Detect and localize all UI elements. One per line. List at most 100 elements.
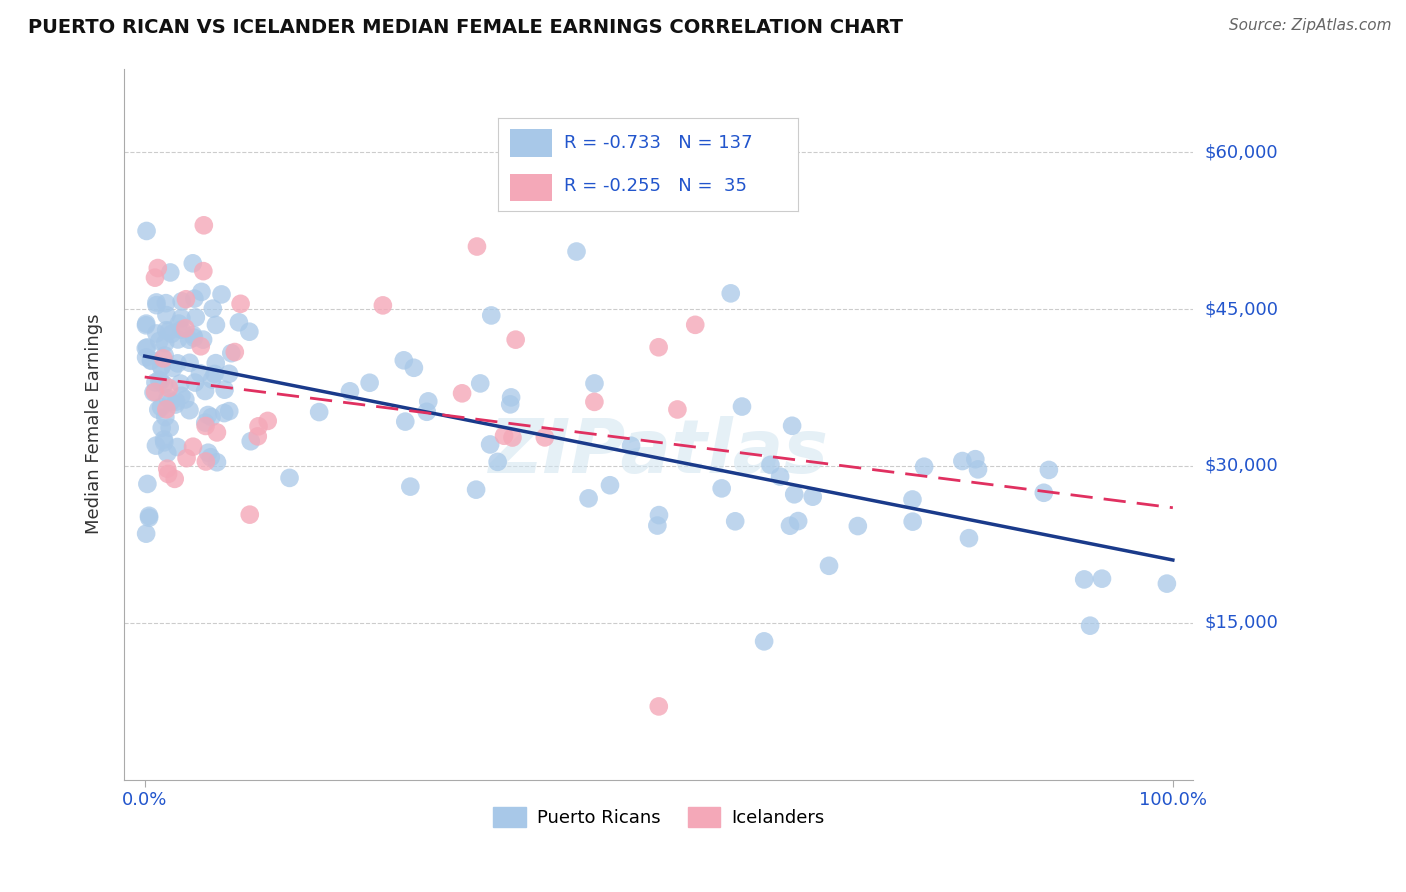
Point [759,458,782,472]
Point [965,452,987,467]
Point [197,446,219,460]
Point [218,367,240,381]
Point [416,405,439,419]
Point [135,224,157,238]
Point [139,353,162,368]
Text: ZIPatlas: ZIPatlas [489,416,828,489]
Point [135,526,157,541]
Point [148,334,170,348]
Point [148,373,170,387]
Point [135,317,157,331]
Point [205,318,228,332]
Text: Source: ZipAtlas.com: Source: ZipAtlas.com [1229,18,1392,33]
Point [769,469,792,483]
Point [418,394,440,409]
Point [150,400,173,414]
Point [155,296,177,310]
Point [159,265,181,279]
Point [204,367,226,381]
Point [170,294,193,309]
Point [150,359,173,374]
Point [153,433,176,447]
Point [247,419,270,434]
Point [148,402,170,417]
Point [136,477,159,491]
Point [648,508,671,522]
Point [846,519,869,533]
Point [170,311,193,326]
Point [159,421,181,435]
Point [200,410,222,425]
Point [153,435,176,450]
Point [1156,576,1178,591]
Point [193,219,215,233]
Point [142,385,165,400]
Point [647,518,669,533]
Point [157,324,180,338]
Point [308,405,330,419]
Point [150,421,173,435]
Point [451,386,474,401]
Point [211,287,233,301]
Point [167,317,190,331]
Point [620,439,643,453]
Point [339,384,361,399]
Point [967,462,990,476]
Y-axis label: Median Female Earnings: Median Female Earnings [86,314,103,534]
Point [145,295,167,310]
Point [204,356,226,370]
Point [155,323,177,337]
Point [150,359,173,374]
Point [155,308,177,322]
Point [950,454,973,468]
Point [565,244,588,259]
Legend: Puerto Ricans, Icelanders: Puerto Ricans, Icelanders [486,799,831,835]
Point [683,318,706,332]
Point [135,318,157,333]
Point [145,298,167,312]
Point [135,341,157,355]
Point [155,410,177,425]
Point [194,454,217,468]
Point [402,360,425,375]
Point [957,531,980,545]
Point [1032,485,1054,500]
Point [578,491,600,506]
Point [179,403,201,417]
Point [149,374,172,388]
Point [780,418,803,433]
Point [183,292,205,306]
Point [138,510,160,524]
Point [505,333,527,347]
Point [392,353,415,368]
Point [501,390,523,404]
Point [174,321,197,335]
Point [599,478,621,492]
Point [139,353,162,368]
Point [465,239,488,253]
Point [143,384,166,399]
Point [174,392,197,407]
Point [165,394,187,409]
Point [152,351,174,366]
Point [162,361,184,376]
Point [153,377,176,392]
Point [176,451,198,466]
Point [197,408,219,422]
Point [399,480,422,494]
Point [191,333,214,347]
Point [818,558,841,573]
Point [200,450,222,465]
Point [181,328,204,343]
Point [228,315,250,329]
Point [166,356,188,370]
Point [205,425,228,440]
Text: $30,000: $30,000 [1205,457,1278,475]
Point [479,309,502,323]
Point [169,376,191,391]
Point [194,384,217,398]
Point [201,372,224,386]
Point [155,402,177,417]
Point [145,326,167,341]
Point [359,376,381,390]
